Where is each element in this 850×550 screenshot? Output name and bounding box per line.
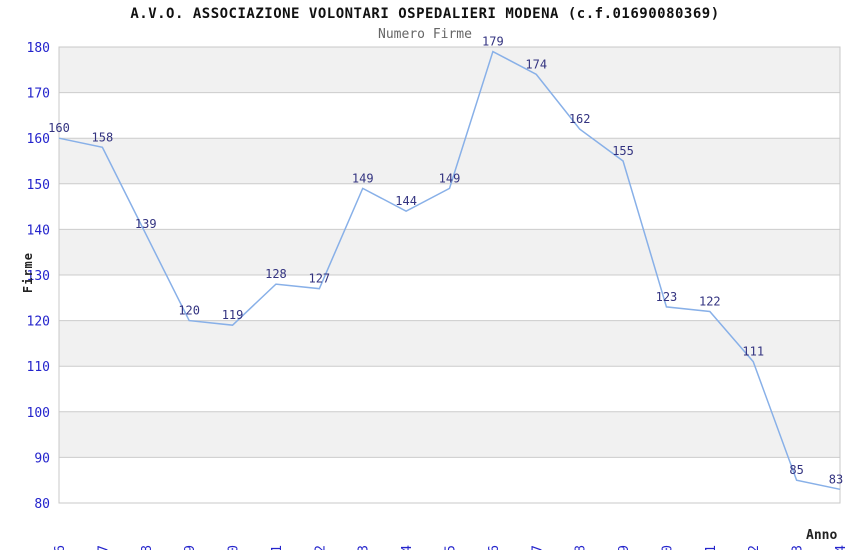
x-tick-label: 2006 xyxy=(53,545,68,550)
data-point-label: 111 xyxy=(742,345,764,359)
data-point-label: 160 xyxy=(48,121,70,135)
y-tick-label: 170 xyxy=(27,87,50,102)
plot-border xyxy=(58,46,841,504)
x-tick-label: 2017 xyxy=(530,545,545,550)
x-tick-label: 2023 xyxy=(791,545,806,550)
data-point-label: 119 xyxy=(222,308,244,322)
x-tick-label: 2012 xyxy=(313,545,328,550)
y-axis-title: Firme xyxy=(21,252,35,294)
y-tick-label: 120 xyxy=(27,315,50,330)
data-point-label: 174 xyxy=(525,57,547,71)
series-line xyxy=(58,50,841,491)
x-axis-title: Anno xyxy=(806,528,838,543)
chart-title: A.V.O. ASSOCIAZIONE VOLONTARI OSPEDALIER… xyxy=(130,6,720,22)
x-tick-label: 2010 xyxy=(227,545,242,550)
y-tick-label: 100 xyxy=(27,406,50,421)
data-point-label: 179 xyxy=(482,35,504,49)
data-point-label: 128 xyxy=(265,267,287,281)
data-point-label: 120 xyxy=(178,304,200,318)
data-point-label: 122 xyxy=(699,294,721,308)
plot-band xyxy=(59,320,840,367)
data-point-label: 85 xyxy=(789,463,803,477)
y-tick-label: 80 xyxy=(34,497,50,512)
data-point-label: 155 xyxy=(612,144,634,158)
x-tick-label: 2009 xyxy=(183,545,198,550)
y-tick-label: 140 xyxy=(27,223,50,238)
x-tick-label: 2020 xyxy=(660,545,675,550)
data-point-label: 83 xyxy=(829,472,843,486)
plot-band xyxy=(59,229,840,275)
x-tick-label: 2015 xyxy=(444,545,459,550)
y-tick-label: 150 xyxy=(27,178,50,193)
x-tick-label: 2022 xyxy=(747,545,762,550)
y-tick-label: 180 xyxy=(27,41,50,56)
x-tick-label: 2024 xyxy=(834,545,849,550)
data-point-label: 127 xyxy=(308,272,330,286)
x-tick-label: 2008 xyxy=(140,545,155,550)
data-point-label: 123 xyxy=(656,290,678,304)
y-tick-label: 90 xyxy=(34,451,50,466)
y-tick-label: 130 xyxy=(27,269,50,284)
data-point-label: 162 xyxy=(569,112,591,126)
x-tick-label: 2016 xyxy=(487,545,502,550)
plot-band xyxy=(59,47,840,93)
data-point-label: 139 xyxy=(135,217,157,231)
data-point-label: 158 xyxy=(92,130,114,144)
x-tick-label: 2018 xyxy=(574,545,589,550)
plot-band xyxy=(59,411,840,458)
chart-subtitle: Numero Firme xyxy=(378,27,472,42)
data-point-label: 144 xyxy=(395,194,417,208)
y-tick-label: 160 xyxy=(27,132,50,147)
data-point-label: 149 xyxy=(439,171,461,185)
x-tick-label: 2014 xyxy=(400,545,415,550)
x-tick-label: 2007 xyxy=(96,545,111,550)
x-tick-label: 2019 xyxy=(617,545,632,550)
data-point-label: 149 xyxy=(352,171,374,185)
x-tick-label: 2021 xyxy=(704,545,719,550)
plot-band xyxy=(59,138,840,184)
y-tick-label: 110 xyxy=(27,360,50,375)
